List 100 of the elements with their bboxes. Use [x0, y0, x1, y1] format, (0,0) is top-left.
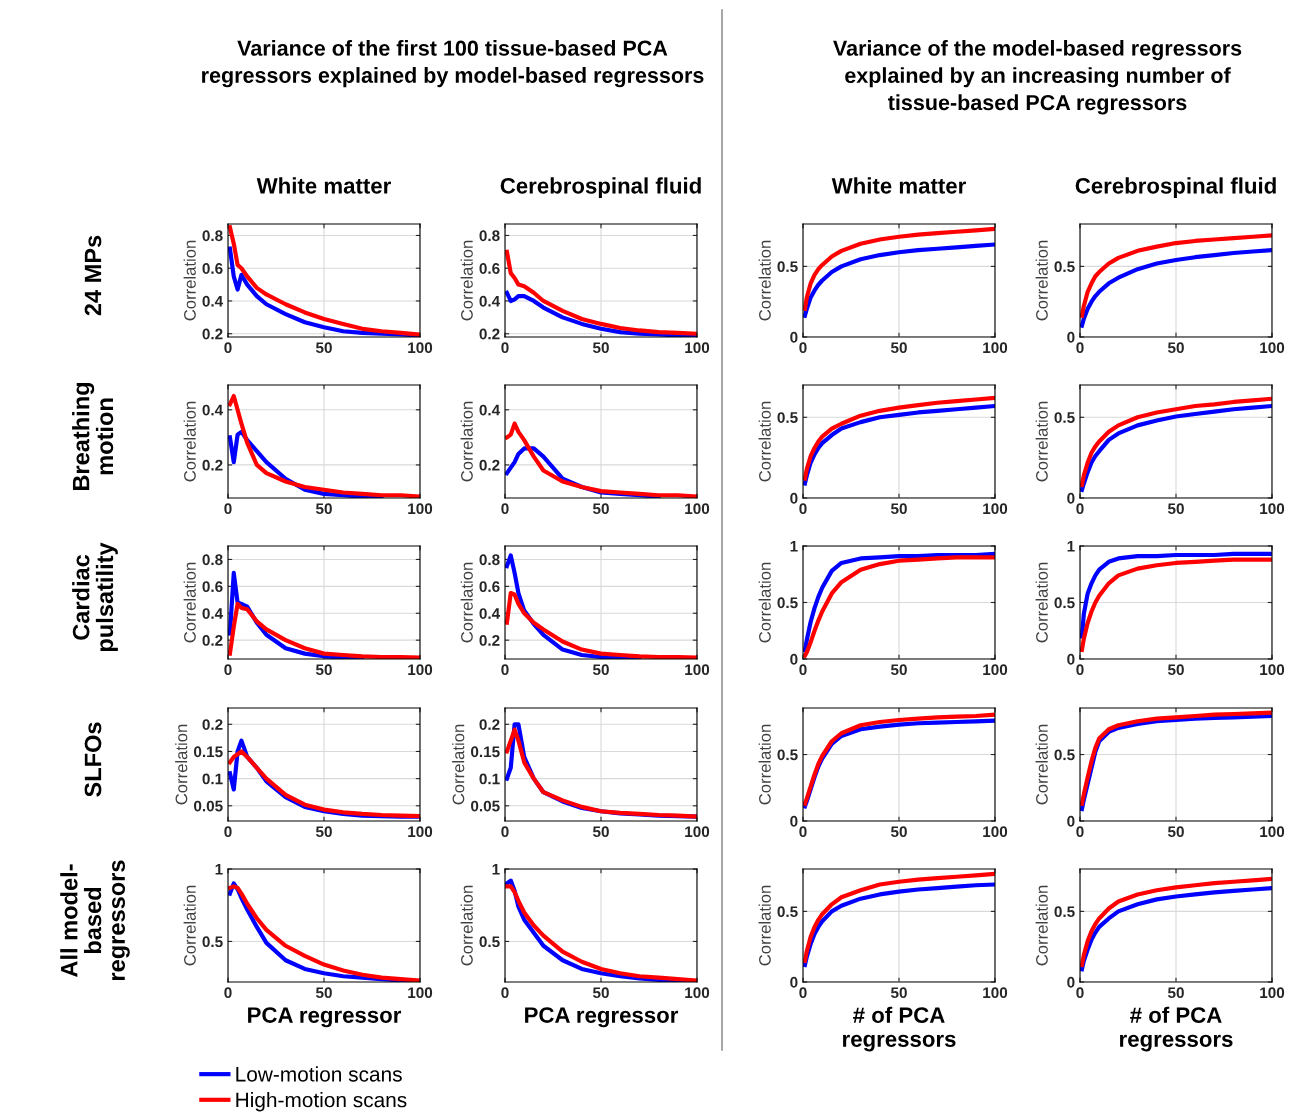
y-tick-label: 0.5 — [1054, 261, 1075, 273]
x-tick-label: 0 — [501, 987, 509, 999]
y-tick-label: 0.8 — [479, 554, 500, 566]
x-tick-label: 50 — [1167, 503, 1184, 515]
x-tick-label: 100 — [1260, 987, 1285, 999]
y-tick-label: 0.5 — [202, 936, 223, 948]
y-tick-label: 0 — [790, 976, 798, 988]
x-tick-label: 50 — [890, 342, 907, 354]
y-tick-label: 0.2 — [479, 459, 500, 471]
x-tick-label: 0 — [1076, 987, 1084, 999]
x-tick-label: 50 — [315, 664, 332, 676]
x-tick-label: 50 — [315, 987, 332, 999]
x-tick-label: 50 — [592, 664, 609, 676]
chart-title: Cerebrospinal fluid — [1075, 177, 1276, 199]
x-tick-label: 0 — [501, 503, 509, 515]
y-tick-label: 0.1 — [479, 773, 500, 785]
x-tick-label: 50 — [890, 987, 907, 999]
y-tick-label: 0 — [790, 492, 798, 504]
y-tick-label: 0.8 — [202, 230, 223, 242]
x-tick-label: 0 — [799, 342, 807, 354]
y-axis-title: Correlation — [183, 562, 196, 643]
x-tick-label: 0 — [224, 342, 232, 354]
y-axis-title: Correlation — [460, 885, 473, 966]
x-tick-label: 0 — [501, 342, 509, 354]
y-tick-label: 1 — [492, 864, 500, 875]
y-tick-label: 1 — [215, 864, 223, 875]
y-axis-title: Correlation — [175, 724, 188, 805]
y-axis-title: Correlation — [460, 562, 473, 643]
y-tick-label: 0 — [1067, 976, 1075, 988]
x-tick-label: 0 — [1076, 342, 1084, 354]
x-tick-label: 100 — [983, 664, 1008, 676]
x-tick-label: 50 — [890, 664, 907, 676]
x-tick-label: 100 — [685, 664, 710, 676]
x-tick-label: 100 — [1260, 664, 1285, 676]
x-tick-label: 100 — [408, 826, 433, 838]
x-tick-label: 0 — [224, 664, 232, 676]
y-axis-title: Correlation — [1035, 562, 1048, 643]
y-tick-label: 0.4 — [202, 608, 224, 619]
x-tick-label: 50 — [315, 342, 332, 354]
x-tick-label: 0 — [224, 987, 232, 999]
y-tick-label: 0 — [1067, 492, 1075, 504]
x-tick-label: 100 — [1260, 826, 1285, 838]
x-axis-title: PCA regressor — [525, 1007, 679, 1028]
y-axis-title: Correlation — [758, 724, 771, 805]
x-tick-label: 50 — [890, 503, 907, 515]
x-tick-label: 50 — [890, 826, 907, 838]
y-axis-title: Correlation — [1035, 724, 1048, 805]
text: Variance of the model-based regressors explained by an increasing number of tissue-based PCA regressors — [833, 40, 1242, 115]
y-tick-label: 1 — [1067, 541, 1075, 552]
y-axis-title: Correlation — [1035, 885, 1048, 966]
y-tick-label: 0.4 — [479, 404, 501, 416]
y-tick-label: 0.5 — [1054, 906, 1075, 918]
x-tick-label: 100 — [408, 987, 433, 999]
x-tick-label: 100 — [983, 342, 1008, 354]
y-tick-label: 0.05 — [194, 800, 223, 812]
y-tick-label: 0 — [1067, 815, 1075, 827]
y-axis-title: Correlation — [452, 724, 465, 805]
y-tick-label: 0.6 — [202, 263, 223, 274]
x-tick-label: 0 — [799, 987, 807, 999]
y-axis-title: Correlation — [758, 562, 771, 643]
x-tick-label: 50 — [592, 987, 609, 999]
y-tick-label: 0.2 — [202, 635, 223, 646]
x-tick-label: 100 — [983, 987, 1008, 999]
y-tick-label: 0 — [1067, 653, 1075, 665]
x-tick-label: 50 — [1167, 664, 1184, 676]
x-tick-label: 50 — [1167, 342, 1184, 354]
x-tick-label: 50 — [1167, 987, 1184, 999]
chart-title: White matter — [256, 177, 391, 194]
x-tick-label: 50 — [592, 342, 609, 354]
x-tick-label: 0 — [501, 664, 509, 676]
y-tick-label: 0.1 — [202, 773, 223, 785]
y-tick-label: 0.2 — [479, 719, 500, 730]
y-axis-title: Correlation — [758, 240, 771, 321]
y-tick-label: 0.5 — [777, 412, 798, 423]
text: Breathing motion — [72, 382, 114, 491]
y-tick-label: 0.5 — [777, 749, 798, 761]
y-tick-label: 0.8 — [202, 554, 223, 566]
y-tick-label: 0.2 — [202, 459, 223, 471]
x-tick-label: 0 — [799, 664, 807, 676]
x-tick-label: 100 — [685, 987, 710, 999]
y-tick-label: 0.2 — [202, 719, 223, 730]
y-axis-title: Correlation — [460, 401, 473, 482]
y-tick-label: 0.6 — [202, 581, 223, 593]
x-tick-label: 0 — [1076, 503, 1084, 515]
x-tick-label: 100 — [685, 503, 710, 515]
y-axis-title: Correlation — [758, 401, 771, 482]
x-tick-label: 100 — [983, 826, 1008, 838]
y-tick-label: 0.15 — [471, 746, 500, 758]
x-tick-label: 50 — [315, 503, 332, 515]
chart-title: Cerebrospinal fluid — [500, 177, 701, 199]
y-tick-label: 0.05 — [471, 800, 500, 812]
y-tick-label: 0.5 — [777, 261, 798, 273]
y-tick-label: 0.4 — [202, 404, 224, 416]
y-tick-label: 0.4 — [479, 295, 501, 307]
x-tick-label: 0 — [1076, 664, 1084, 676]
y-tick-label: 0.5 — [1054, 597, 1075, 609]
x-tick-label: 50 — [1167, 826, 1184, 838]
x-tick-label: 100 — [1260, 342, 1285, 354]
x-tick-label: 100 — [685, 342, 710, 354]
x-axis-title: PCA regressor — [248, 1007, 402, 1028]
